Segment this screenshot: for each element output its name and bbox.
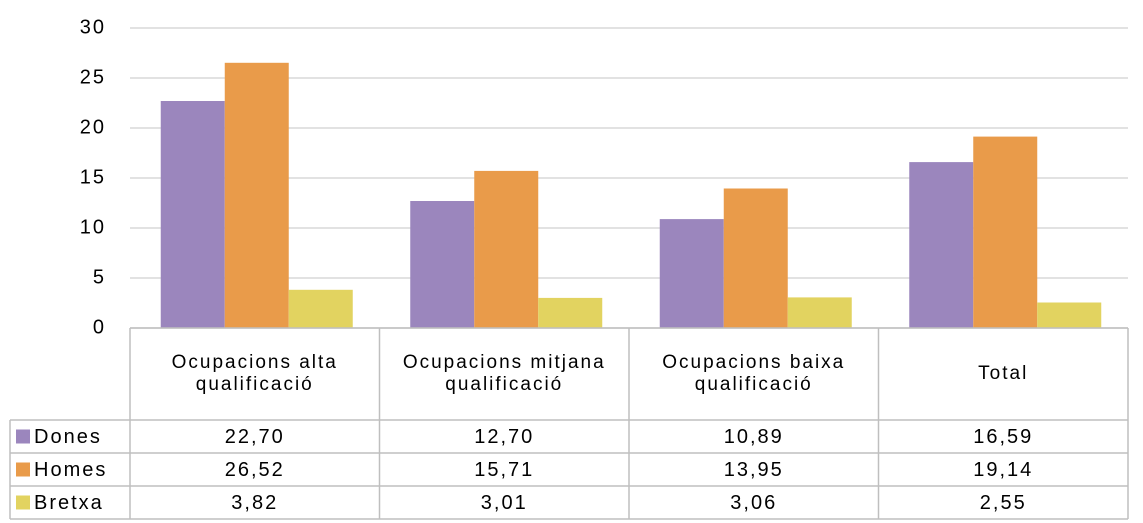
x-tick-label: Total: [978, 363, 1029, 384]
bar: [474, 170, 539, 328]
table-value: 3,01: [481, 492, 528, 514]
bar: [160, 101, 225, 328]
table-value: 3,82: [231, 492, 278, 514]
bar: [973, 136, 1038, 328]
x-tick-label: Ocupacions alta qualificació: [171, 352, 338, 395]
bar: [538, 297, 603, 328]
legend-label: Dones: [34, 426, 102, 448]
legend-key: [16, 495, 30, 510]
table-value: 15,71: [474, 459, 534, 481]
y-tick-label: 30: [80, 16, 106, 38]
bar: [659, 219, 724, 328]
legend-label: Homes: [34, 459, 107, 481]
y-tick-label: 20: [80, 116, 106, 138]
y-tick-label: 15: [80, 166, 106, 188]
table-value: 16,59: [973, 426, 1033, 448]
y-tick-label: 10: [80, 216, 106, 238]
legend-key: [16, 429, 30, 444]
table-value: 2,55: [980, 492, 1027, 514]
table-value: 22,70: [225, 426, 285, 448]
bar: [723, 188, 788, 328]
bar: [909, 162, 974, 328]
table-value: 3,06: [730, 492, 777, 514]
table-value: 26,52: [225, 459, 285, 481]
table-value: 13,95: [724, 459, 784, 481]
table-value: 19,14: [973, 459, 1033, 481]
y-tick-label: 5: [93, 266, 106, 288]
bar: [410, 201, 475, 328]
y-tick-label: 25: [80, 66, 106, 88]
legend-key: [16, 462, 30, 477]
legend-label: Bretxa: [34, 492, 104, 514]
bar: [1037, 302, 1102, 328]
y-tick-label: 0: [93, 316, 106, 338]
bar: [787, 297, 852, 328]
table-value: 12,70: [474, 426, 534, 448]
x-tick-label: Ocupacions mitjana qualificació: [402, 352, 606, 395]
bar: [288, 289, 353, 328]
table-value: 10,89: [724, 426, 784, 448]
x-tick-label: Ocupacions baixa qualificació: [662, 352, 846, 395]
bar: [224, 62, 289, 329]
